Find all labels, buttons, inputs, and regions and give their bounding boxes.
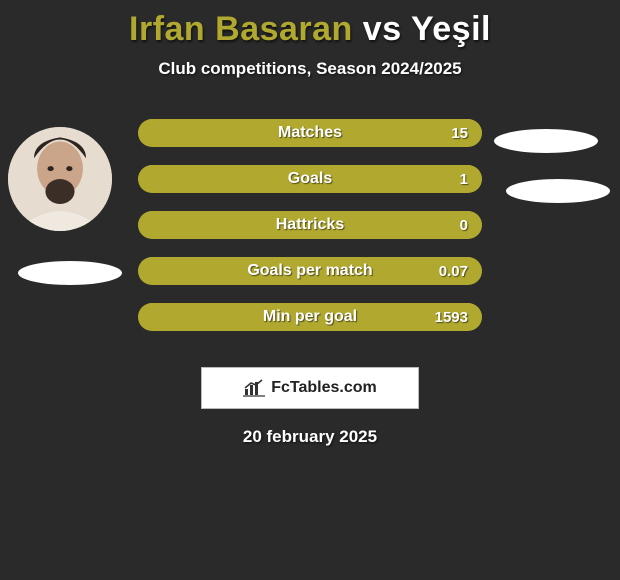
stat-bars: Matches15 Goals1 Hattricks0 Goals per match… — [138, 119, 482, 349]
brand-box[interactable]: FcTables.com — [201, 367, 419, 409]
stat-label: Hattricks — [138, 211, 482, 239]
team-badge-left — [18, 261, 122, 285]
avatar-placeholder-icon — [8, 127, 112, 231]
stat-bar: Goals per match0.07 — [138, 257, 482, 285]
stat-label: Goals per match — [138, 257, 482, 285]
player-right-avatar-placeholder — [494, 129, 598, 153]
barchart-icon — [243, 379, 265, 397]
content-area: Matches15 Goals1 Hattricks0 Goals per match… — [0, 109, 620, 349]
stat-label: Matches — [138, 119, 482, 147]
stat-value: 1593 — [435, 303, 468, 331]
footer-date: 20 february 2025 — [0, 427, 620, 447]
team-badge-right — [506, 179, 610, 203]
stat-bar: Min per goal1593 — [138, 303, 482, 331]
stat-value: 0.07 — [439, 257, 468, 285]
stat-bar: Hattricks0 — [138, 211, 482, 239]
stat-value: 15 — [451, 119, 468, 147]
stat-bar: Goals1 — [138, 165, 482, 193]
stat-label: Min per goal — [138, 303, 482, 331]
title-vs: vs — [353, 10, 411, 48]
stat-value: 0 — [460, 211, 468, 239]
player-left-avatar — [8, 127, 112, 231]
title-player-left: Irfan Basaran — [129, 10, 353, 48]
subtitle: Club competitions, Season 2024/2025 — [0, 59, 620, 79]
page-title: Irfan Basaran vs Yeşil — [0, 0, 620, 49]
stat-bar: Matches15 — [138, 119, 482, 147]
stat-label: Goals — [138, 165, 482, 193]
comparison-infographic: Irfan Basaran vs Yeşil Club competitions… — [0, 0, 620, 580]
brand-text: FcTables.com — [271, 379, 377, 397]
stat-value: 1 — [460, 165, 468, 193]
title-player-right: Yeşil — [411, 10, 491, 48]
